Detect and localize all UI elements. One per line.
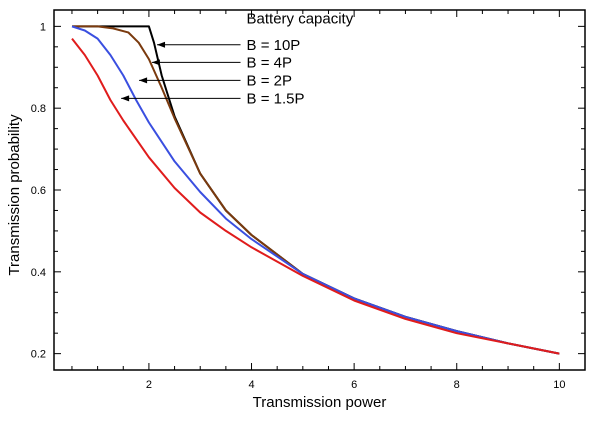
y-tick-label: 1 xyxy=(40,21,46,33)
annotation-arrowhead xyxy=(121,95,130,102)
series-line-b-10p xyxy=(72,25,560,355)
legend-entry-label: B = 4P xyxy=(247,54,292,71)
x-tick-label: 10 xyxy=(553,379,565,391)
x-tick-label: 8 xyxy=(454,379,460,391)
x-tick-label: 6 xyxy=(351,379,357,391)
annotation-arrowhead xyxy=(157,41,166,48)
y-tick-label: 0.6 xyxy=(31,185,46,197)
annotation-arrowhead xyxy=(151,59,160,66)
y-tick-label: 0.8 xyxy=(31,103,46,115)
series-line-b-2p xyxy=(71,25,560,355)
y-axis-title: Transmission probability xyxy=(6,114,23,276)
tick-layer: 2 4 6 8 10 0.2 0.4 0.6 0.8 1 xyxy=(31,10,586,391)
series-line-b-1-5p xyxy=(71,37,560,355)
x-axis-title: Transmission power xyxy=(253,394,387,411)
y-tick-label: 0.4 xyxy=(31,267,46,279)
annotation-arrowhead xyxy=(139,77,148,84)
y-tick-label: 0.2 xyxy=(31,349,46,361)
legend-title: Battery capacity xyxy=(247,10,354,27)
series-line-b-4p xyxy=(72,25,560,355)
series-layer xyxy=(71,25,560,355)
x-tick-label: 4 xyxy=(248,379,254,391)
x-tick-label: 2 xyxy=(146,379,152,391)
legend-entry-label: B = 10P xyxy=(247,37,301,54)
legend-entry-label: B = 1.5P xyxy=(247,90,305,107)
plot-frame xyxy=(53,9,586,371)
annotation-layer xyxy=(121,41,241,102)
legend-entry-label: B = 2P xyxy=(247,72,292,89)
